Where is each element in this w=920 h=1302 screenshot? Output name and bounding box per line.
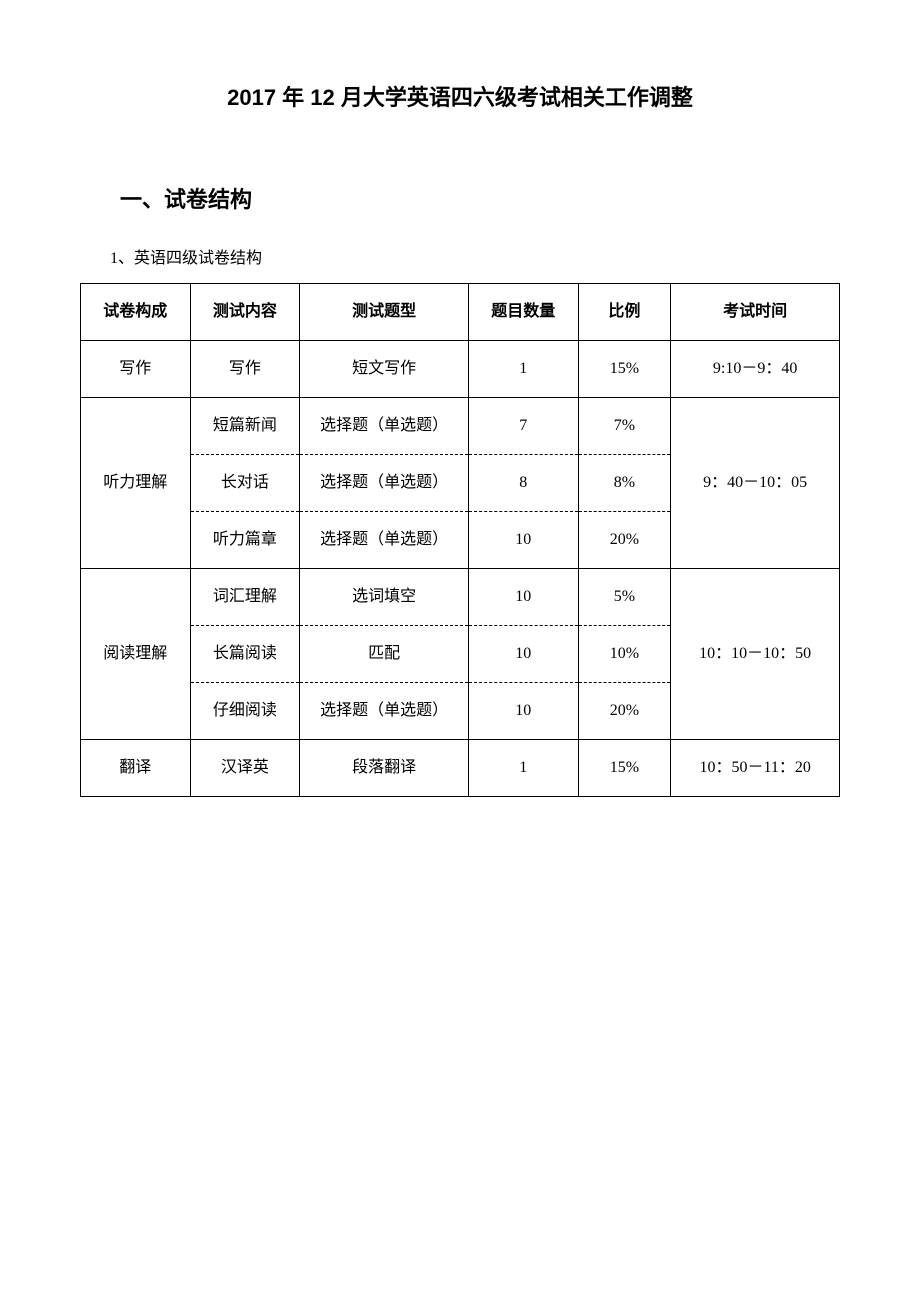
page-title: 2017 年 12 月大学英语四六级考试相关工作调整 <box>80 80 840 112</box>
cell-count: 1 <box>468 740 578 797</box>
cell-ratio: 10% <box>578 626 671 683</box>
section-heading: 一、试卷结构 <box>120 182 840 214</box>
cell-count: 10 <box>468 512 578 569</box>
cell-content: 长对话 <box>190 455 300 512</box>
cell-ratio: 20% <box>578 683 671 740</box>
cell-section: 阅读理解 <box>81 569 191 740</box>
cell-ratio: 20% <box>578 512 671 569</box>
cell-content: 长篇阅读 <box>190 626 300 683</box>
header-section: 试卷构成 <box>81 284 191 341</box>
cell-count: 10 <box>468 569 578 626</box>
table-row: 听力理解 短篇新闻 选择题（单选题） 7 7% 9：40－10：05 <box>81 398 840 455</box>
header-time: 考试时间 <box>671 284 840 341</box>
table-row: 写作 写作 短文写作 1 15% 9:10－9：40 <box>81 341 840 398</box>
table-row: 翻译 汉译英 段落翻译 1 15% 10：50－11：20 <box>81 740 840 797</box>
cell-count: 10 <box>468 626 578 683</box>
cell-content: 写作 <box>190 341 300 398</box>
cell-count: 1 <box>468 341 578 398</box>
cell-time: 10：10－10：50 <box>671 569 840 740</box>
header-content: 测试内容 <box>190 284 300 341</box>
cell-time: 9:10－9：40 <box>671 341 840 398</box>
header-type: 测试题型 <box>300 284 469 341</box>
cell-type: 段落翻译 <box>300 740 469 797</box>
cell-ratio: 8% <box>578 455 671 512</box>
table-header-row: 试卷构成 测试内容 测试题型 题目数量 比例 考试时间 <box>81 284 840 341</box>
cell-content: 听力篇章 <box>190 512 300 569</box>
cell-section: 听力理解 <box>81 398 191 569</box>
cell-type: 选词填空 <box>300 569 469 626</box>
header-ratio: 比例 <box>578 284 671 341</box>
cell-type: 选择题（单选题） <box>300 512 469 569</box>
cell-ratio: 7% <box>578 398 671 455</box>
sub-heading: 1、英语四级试卷结构 <box>110 244 840 268</box>
cell-time: 9：40－10：05 <box>671 398 840 569</box>
cell-count: 7 <box>468 398 578 455</box>
exam-structure-table: 试卷构成 测试内容 测试题型 题目数量 比例 考试时间 写作 写作 短文写作 1… <box>80 283 840 797</box>
cell-type: 选择题（单选题） <box>300 398 469 455</box>
table-row: 阅读理解 词汇理解 选词填空 10 5% 10：10－10：50 <box>81 569 840 626</box>
cell-ratio: 15% <box>578 740 671 797</box>
cell-count: 10 <box>468 683 578 740</box>
cell-content: 短篇新闻 <box>190 398 300 455</box>
cell-type: 短文写作 <box>300 341 469 398</box>
cell-time: 10：50－11：20 <box>671 740 840 797</box>
cell-content: 仔细阅读 <box>190 683 300 740</box>
cell-section: 翻译 <box>81 740 191 797</box>
cell-type: 匹配 <box>300 626 469 683</box>
cell-section: 写作 <box>81 341 191 398</box>
cell-ratio: 5% <box>578 569 671 626</box>
header-count: 题目数量 <box>468 284 578 341</box>
cell-type: 选择题（单选题） <box>300 455 469 512</box>
cell-ratio: 15% <box>578 341 671 398</box>
cell-content: 词汇理解 <box>190 569 300 626</box>
cell-content: 汉译英 <box>190 740 300 797</box>
cell-type: 选择题（单选题） <box>300 683 469 740</box>
cell-count: 8 <box>468 455 578 512</box>
